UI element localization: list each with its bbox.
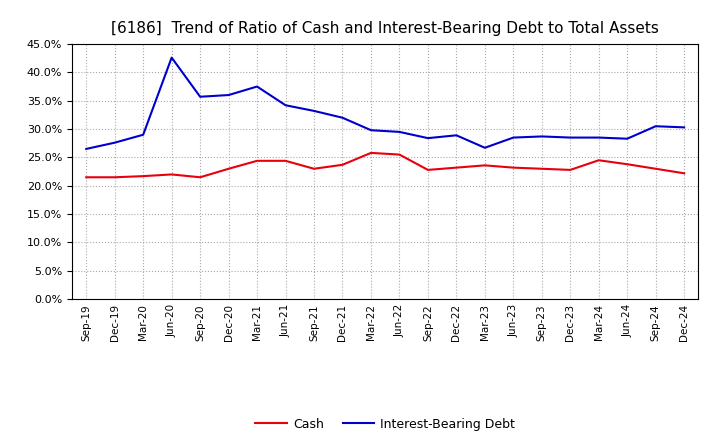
Cash bbox=[595, 158, 603, 163]
Title: [6186]  Trend of Ratio of Cash and Interest-Bearing Debt to Total Assets: [6186] Trend of Ratio of Cash and Intere… bbox=[112, 21, 659, 36]
Line: Cash: Cash bbox=[86, 153, 684, 177]
Interest-Bearing Debt bbox=[395, 129, 404, 135]
Interest-Bearing Debt bbox=[537, 134, 546, 139]
Cash bbox=[110, 175, 119, 180]
Interest-Bearing Debt bbox=[623, 136, 631, 141]
Cash bbox=[167, 172, 176, 177]
Cash bbox=[652, 166, 660, 172]
Cash bbox=[423, 167, 432, 172]
Cash bbox=[623, 161, 631, 167]
Cash bbox=[225, 166, 233, 172]
Cash bbox=[196, 175, 204, 180]
Interest-Bearing Debt bbox=[480, 145, 489, 150]
Cash bbox=[452, 165, 461, 170]
Interest-Bearing Debt bbox=[366, 128, 375, 133]
Interest-Bearing Debt bbox=[595, 135, 603, 140]
Interest-Bearing Debt bbox=[282, 103, 290, 108]
Cash bbox=[253, 158, 261, 164]
Cash bbox=[366, 150, 375, 155]
Interest-Bearing Debt bbox=[652, 124, 660, 129]
Cash bbox=[480, 163, 489, 168]
Cash bbox=[509, 165, 518, 170]
Cash bbox=[395, 152, 404, 157]
Interest-Bearing Debt bbox=[253, 84, 261, 89]
Cash bbox=[537, 166, 546, 172]
Interest-Bearing Debt bbox=[225, 92, 233, 98]
Cash bbox=[310, 166, 318, 172]
Cash bbox=[566, 167, 575, 172]
Interest-Bearing Debt bbox=[423, 136, 432, 141]
Interest-Bearing Debt bbox=[566, 135, 575, 140]
Interest-Bearing Debt bbox=[110, 140, 119, 145]
Cash bbox=[282, 158, 290, 164]
Interest-Bearing Debt bbox=[680, 125, 688, 130]
Legend: Cash, Interest-Bearing Debt: Cash, Interest-Bearing Debt bbox=[251, 413, 520, 436]
Interest-Bearing Debt bbox=[139, 132, 148, 137]
Interest-Bearing Debt bbox=[196, 94, 204, 99]
Interest-Bearing Debt bbox=[338, 115, 347, 121]
Interest-Bearing Debt bbox=[509, 135, 518, 140]
Cash bbox=[338, 162, 347, 168]
Line: Interest-Bearing Debt: Interest-Bearing Debt bbox=[86, 58, 684, 149]
Interest-Bearing Debt bbox=[452, 133, 461, 138]
Interest-Bearing Debt bbox=[310, 108, 318, 114]
Cash bbox=[139, 173, 148, 179]
Cash bbox=[82, 175, 91, 180]
Cash bbox=[680, 171, 688, 176]
Interest-Bearing Debt bbox=[82, 146, 91, 151]
Interest-Bearing Debt bbox=[167, 55, 176, 60]
